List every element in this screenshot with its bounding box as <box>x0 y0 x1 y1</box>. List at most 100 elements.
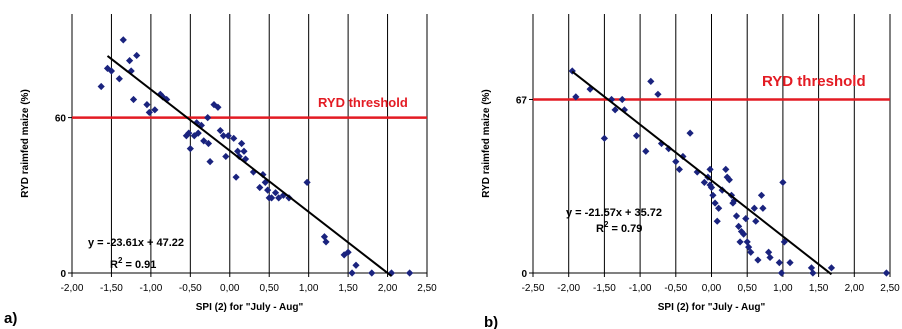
data-point <box>204 114 212 122</box>
data-point <box>750 204 758 212</box>
x-tick-label: -2,00 <box>61 283 84 294</box>
y-tick-label: 60 <box>55 114 67 125</box>
data-point <box>742 215 750 223</box>
regression-line <box>571 70 833 276</box>
data-point <box>163 95 171 104</box>
data-point <box>348 269 356 277</box>
data-point <box>97 82 105 91</box>
x-tick-label: 2,50 <box>880 283 900 294</box>
x-tick-label: 1,50 <box>338 283 358 294</box>
x-tick-label: 2,00 <box>845 283 865 294</box>
r-squared-superscript: 2 <box>604 220 609 229</box>
data-point <box>234 147 242 155</box>
data-point <box>238 139 246 148</box>
data-point <box>322 238 330 246</box>
r-squared-symbol: R <box>110 259 118 271</box>
data-point <box>214 103 222 111</box>
chart-panel-a: -2,00 -1,50 -1,00 -0,50 0,00 0,50 1,00 1,50 2,00… <box>4 14 437 327</box>
data-point <box>665 145 673 153</box>
data-point <box>807 264 816 272</box>
data-point <box>745 243 753 251</box>
regression-equation: y = -21.57x + 35.72 <box>566 207 662 219</box>
data-point <box>340 251 348 259</box>
data-point <box>779 178 787 186</box>
data-point <box>406 269 414 277</box>
data-point <box>267 194 276 202</box>
data-point <box>675 165 683 173</box>
x-axis-title: SPI (2) for "July - Aug" <box>658 302 766 313</box>
x-tick-label: -2,00 <box>557 283 580 294</box>
x-tick-label: -1,00 <box>629 283 652 294</box>
data-point <box>732 212 741 220</box>
data-point <box>125 57 134 65</box>
data-point <box>713 217 721 225</box>
threshold-label: RYD threshold <box>762 73 866 90</box>
data-point <box>107 67 116 75</box>
data-point <box>747 248 755 256</box>
r-squared-superscript: 2 <box>118 256 123 265</box>
data-point <box>303 178 311 186</box>
data-point <box>115 75 123 83</box>
x-tick-label: -1,50 <box>100 283 123 294</box>
data-point <box>757 191 766 199</box>
data-point <box>352 261 360 269</box>
data-point <box>686 129 694 137</box>
y-axis-title: RYD raimfed maize (%) <box>20 89 31 198</box>
x-tick-label: 0,50 <box>737 283 757 294</box>
x-tick-label: 1,00 <box>773 283 793 294</box>
data-point <box>729 199 737 207</box>
data-point <box>766 253 774 262</box>
data-point <box>700 178 708 186</box>
data-point <box>737 227 746 236</box>
data-point <box>186 145 194 153</box>
data-point <box>344 248 352 256</box>
r-squared-label: R2 = 0.79 <box>596 220 642 235</box>
data-point <box>735 222 743 230</box>
data-point <box>249 168 258 176</box>
data-point <box>715 204 723 212</box>
data-point <box>219 132 228 140</box>
data-point <box>222 152 230 161</box>
panel-label: a) <box>4 310 17 327</box>
data-point <box>256 183 264 192</box>
data-point <box>642 147 650 155</box>
data-point <box>706 165 714 173</box>
data-point <box>285 194 293 202</box>
data-point <box>143 101 151 109</box>
data-point <box>709 191 717 199</box>
data-point <box>230 134 238 142</box>
data-point <box>185 129 193 137</box>
x-tick-label: -2,50 <box>522 283 545 294</box>
x-tick-label: -1,50 <box>593 283 616 294</box>
x-tick-label: 0,00 <box>220 283 240 294</box>
data-point <box>320 233 329 241</box>
data-point <box>200 137 208 145</box>
data-point <box>765 248 773 256</box>
data-point <box>145 108 153 117</box>
x-tick-label: 2,00 <box>378 283 398 294</box>
regression-line <box>106 55 393 277</box>
chart-panel-b: -2,50 -2,00 -1,50 -1,00 -0,50 0,00 0,50 1,00 1,5… <box>481 14 900 329</box>
data-point <box>711 199 719 207</box>
data-point <box>743 238 751 246</box>
data-point <box>775 259 783 267</box>
data-point <box>736 238 744 246</box>
r-squared-label: R2 = 0.91 <box>110 256 156 271</box>
data-point <box>611 106 619 114</box>
data-point <box>586 85 594 93</box>
data-point <box>754 256 762 264</box>
x-tick-label: -0,50 <box>664 283 687 294</box>
data-point <box>647 77 655 85</box>
data-point <box>809 269 817 277</box>
x-tick-label: 1,50 <box>809 283 829 294</box>
data-point <box>194 129 202 137</box>
data-point <box>827 264 836 272</box>
data-point <box>679 152 687 161</box>
data-point <box>722 165 730 173</box>
data-point <box>119 36 127 44</box>
data-point <box>693 168 701 176</box>
x-tick-label: 2,50 <box>417 283 437 294</box>
x-tick-label: 0,50 <box>259 283 279 294</box>
regression-equation: y = -23.61x + 47.22 <box>88 237 184 249</box>
